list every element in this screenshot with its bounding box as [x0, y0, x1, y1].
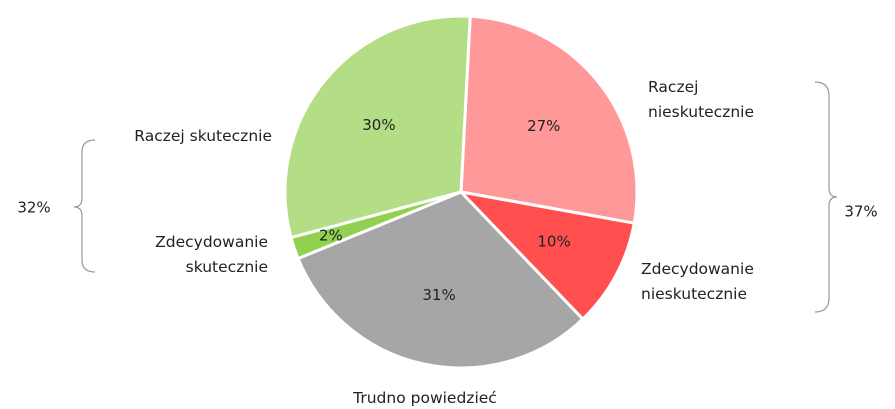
- value-label: 2%: [319, 226, 343, 244]
- bracket: [814, 81, 838, 313]
- bracket: [73, 139, 96, 273]
- pie-slice: [459, 14, 639, 225]
- pie-slice: [283, 14, 472, 240]
- value-label: 30%: [362, 116, 395, 134]
- group-label: 37%: [844, 203, 877, 221]
- pie-slice: [456, 189, 636, 322]
- value-label: 31%: [422, 286, 455, 304]
- category-label: Raczej skutecznie: [134, 127, 272, 145]
- pie-slice: [296, 190, 585, 370]
- category-label: Raczej nieskutecznie: [648, 78, 755, 121]
- category-label: Zdecydowanie skutecznie: [155, 233, 268, 276]
- category-label: Trudno powiedzieć: [353, 389, 497, 407]
- value-label: 27%: [527, 117, 560, 135]
- group-label: 32%: [17, 199, 50, 217]
- category-label: Zdecydowanie nieskutecznie: [641, 260, 754, 303]
- value-label: 10%: [537, 232, 570, 250]
